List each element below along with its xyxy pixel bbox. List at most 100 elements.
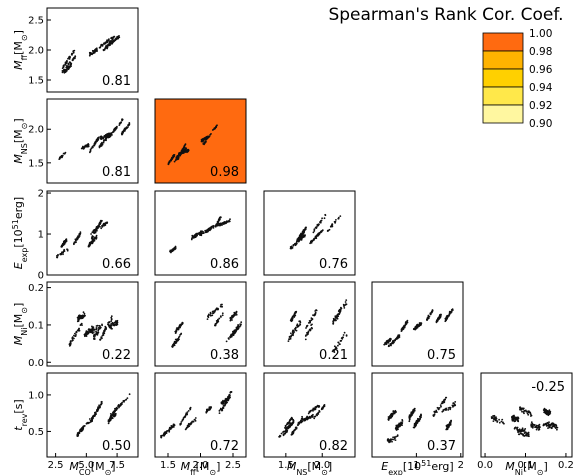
scatter-point — [103, 136, 105, 139]
scatter-point — [450, 309, 453, 311]
scatter-point — [333, 349, 335, 352]
scatter-point — [93, 49, 96, 52]
scatter-point — [383, 343, 386, 346]
scatter-point — [95, 327, 98, 329]
scatter-point — [74, 332, 76, 335]
scatter-point — [121, 118, 124, 121]
panel-frame — [154, 98, 247, 184]
scatter-point — [315, 309, 318, 312]
scatter-point — [181, 321, 184, 324]
panel-background — [264, 191, 355, 275]
scatter-point — [210, 133, 212, 135]
correlation-coefficient: 0.98 — [210, 165, 239, 180]
scatter-point — [108, 325, 111, 328]
scatter-point — [408, 420, 411, 423]
scatter-point — [236, 325, 239, 328]
scatter-point — [184, 144, 187, 146]
scatter-point — [320, 219, 323, 222]
scatter-point — [435, 320, 438, 323]
scatter-point — [175, 157, 178, 160]
scatter-point — [78, 327, 80, 330]
scatter-point — [88, 421, 91, 424]
scatter-point — [511, 419, 514, 422]
scatter-point — [444, 398, 446, 401]
scatter-point — [229, 319, 232, 322]
scatter-point — [530, 423, 533, 426]
scatter-point — [110, 36, 113, 39]
scatter-point — [293, 312, 296, 315]
scatter-point — [521, 410, 523, 413]
scatter-points — [287, 299, 348, 353]
scatter-point — [304, 418, 307, 421]
scatter-point — [502, 421, 504, 424]
scatter-point — [521, 427, 524, 430]
scatter-point — [170, 251, 172, 254]
scatter-point — [218, 412, 221, 414]
scatter-point — [57, 254, 59, 257]
scatter-point — [97, 136, 100, 139]
scatter-point — [294, 426, 297, 429]
scatter-point — [85, 422, 88, 425]
scatter-point — [77, 315, 80, 317]
scatter-point — [290, 332, 292, 335]
scatter-point — [533, 424, 536, 426]
scatter-point — [64, 64, 67, 66]
scatter-point — [205, 137, 207, 140]
panel-r4-c1: 0.38 — [154, 281, 247, 367]
x-tick-label: 5.0 — [78, 460, 94, 471]
scatter-point — [199, 233, 202, 236]
scatter-point — [177, 158, 180, 161]
scatter-point — [207, 229, 210, 232]
scatter-point — [202, 232, 205, 234]
scatter-point — [105, 41, 108, 43]
scatter-point — [91, 325, 93, 328]
scatter-point — [307, 412, 310, 415]
scatter-point — [389, 338, 392, 341]
scatter-point — [75, 331, 78, 334]
x-tick-label: 2.5 — [48, 460, 64, 471]
scatter-point — [420, 413, 422, 416]
scatter-point — [413, 422, 416, 425]
scatter-point — [305, 325, 308, 328]
scatter-point — [337, 341, 340, 344]
scatter-point — [537, 429, 540, 431]
scatter-point — [206, 135, 209, 138]
scatter-point — [391, 341, 394, 344]
scatter-point — [291, 330, 294, 333]
scatter-point — [80, 322, 83, 325]
scatter-point — [313, 230, 316, 232]
scatter-point — [95, 234, 98, 237]
scatter-point — [220, 305, 222, 308]
scatter-point — [96, 139, 99, 142]
scatter-point — [311, 327, 313, 330]
scatter-point — [291, 430, 294, 433]
scatter-point — [104, 222, 107, 225]
scatter-point — [224, 400, 227, 403]
scatter-point — [83, 425, 86, 427]
scatter-point — [442, 400, 445, 403]
scatter-point — [181, 323, 184, 325]
y-tick-label: 2.0 — [28, 46, 44, 57]
scatter-point — [342, 334, 345, 336]
scatter-point — [206, 318, 209, 320]
scatter-point — [337, 315, 340, 318]
correlation-coefficient: 0.76 — [319, 257, 348, 272]
scatter-point — [218, 217, 221, 220]
scatter-point — [224, 222, 227, 224]
scatter-point — [548, 424, 551, 426]
scatter-point — [173, 340, 176, 343]
panel-frame — [154, 281, 247, 367]
scatter-point — [206, 410, 209, 413]
scatter-point — [339, 340, 342, 342]
scatter-point — [95, 325, 98, 327]
scatter-point — [446, 317, 448, 320]
scatter-point — [296, 324, 299, 327]
scatter-point — [100, 136, 103, 139]
scatter-point — [221, 312, 224, 315]
scatter-points — [76, 393, 131, 437]
colorbar-bin — [482, 68, 524, 88]
scatter-point — [311, 416, 314, 418]
scatter-point — [536, 427, 539, 429]
scatter-point — [77, 433, 79, 435]
scatter-point — [170, 425, 173, 427]
